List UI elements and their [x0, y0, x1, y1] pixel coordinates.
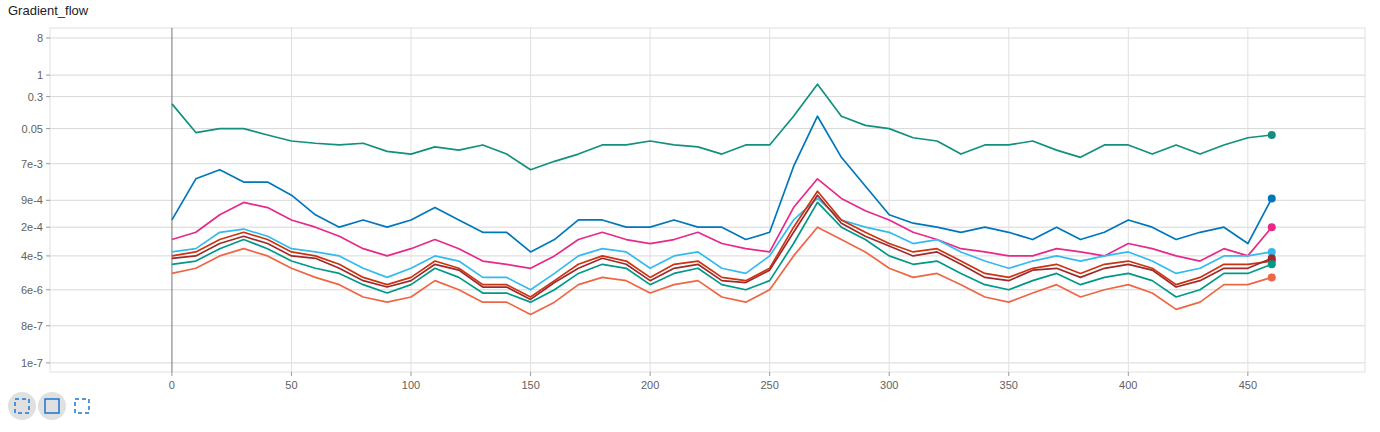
x-tick-label: 200: [641, 379, 659, 391]
y-tick-label: 7e-3: [21, 158, 43, 170]
toolbar-button-bg: [8, 392, 36, 420]
toolbar-button-bg: [38, 392, 66, 420]
y-grid-line: [50, 325, 1365, 326]
x-tick: [1247, 372, 1248, 376]
x-grid-line: [889, 28, 890, 372]
y-tick: [46, 37, 50, 38]
y-tick: [46, 128, 50, 129]
series-end-marker: [1268, 131, 1276, 139]
series-end-marker: [1268, 194, 1276, 202]
y-grid-line: [50, 255, 1365, 256]
y-tick: [46, 200, 50, 201]
x-tick: [889, 372, 890, 376]
x-tick: [411, 372, 412, 376]
x-tick-label: 0: [169, 379, 175, 391]
y-grid-line: [50, 289, 1365, 290]
y-tick-label: 4e-5: [21, 250, 43, 262]
toolbar-button[interactable]: [38, 392, 66, 420]
y-tick: [46, 96, 50, 97]
series-line: [172, 198, 1272, 289]
x-grid-line: [530, 28, 531, 372]
chart: Gradient_flow 8 1 0.3 0.05 7e-3 9e-4 2e-4 4e-5 6e…: [0, 0, 1380, 432]
x-tick-label: 150: [521, 379, 539, 391]
x-tick-label: 300: [880, 379, 898, 391]
x-tick: [769, 372, 770, 376]
y-tick-label: 8: [37, 32, 43, 44]
x-tick-label: 350: [1000, 379, 1018, 391]
y-tick-label: 8e-7: [21, 320, 43, 332]
series-end-marker: [1268, 223, 1276, 231]
x-tick: [1128, 372, 1129, 376]
y-tick: [46, 255, 50, 256]
x-tick: [530, 372, 531, 376]
y-tick-label: 1e-7: [21, 357, 43, 369]
y-tick-label: 9e-4: [21, 194, 43, 206]
plot-frame: [50, 28, 1365, 372]
x-tick-label: 50: [285, 379, 297, 391]
y-grid-line: [50, 200, 1365, 201]
y-tick: [46, 289, 50, 290]
toolbar-icon: [45, 399, 59, 413]
toolbar-icon: [75, 399, 89, 413]
x-grid-line: [171, 28, 172, 372]
y-tick: [46, 362, 50, 363]
y-tick-label: 2e-4: [21, 221, 43, 233]
x-tick: [650, 372, 651, 376]
toolbar-button-bg: [68, 392, 96, 420]
y-grid-line: [50, 96, 1365, 97]
x-tick-label: 250: [760, 379, 778, 391]
x-tick: [291, 372, 292, 376]
x-grid-line: [650, 28, 651, 372]
y-tick-label: 6e-6: [21, 284, 43, 296]
y-grid-line: [50, 37, 1365, 38]
y-tick: [46, 325, 50, 326]
toolbar-icon: [15, 399, 29, 413]
series-end-marker: [1268, 273, 1276, 281]
plot-area: [172, 84, 1276, 314]
x-tick: [1008, 372, 1009, 376]
x-tick-label: 100: [402, 379, 420, 391]
x-grid-line: [1008, 28, 1009, 372]
series-line: [172, 116, 1272, 252]
x-grid-line: [769, 28, 770, 372]
x-tick-label: 450: [1239, 379, 1257, 391]
x-tick-label: 400: [1119, 379, 1137, 391]
series-line: [172, 202, 1272, 302]
y-tick: [46, 75, 50, 76]
y-grid-line: [50, 75, 1365, 76]
toolbar-button[interactable]: [8, 392, 36, 420]
x-tick: [171, 372, 172, 376]
y-tick-label: 0.3: [28, 91, 43, 103]
series-line: [172, 227, 1272, 314]
y-tick-label: 1: [37, 69, 43, 81]
title: Gradient_flow: [8, 3, 89, 18]
y-tick: [46, 227, 50, 228]
y-tick: [46, 163, 50, 164]
series-line: [172, 84, 1272, 169]
y-grid-line: [50, 362, 1365, 363]
y-grid-line: [50, 163, 1365, 164]
series-end-marker: [1268, 260, 1276, 268]
x-grid-line: [411, 28, 412, 372]
y-tick-label: 0.05: [22, 123, 43, 135]
x-grid-line: [1247, 28, 1248, 372]
x-grid-line: [1128, 28, 1129, 372]
x-grid-line: [291, 28, 292, 372]
toolbar-button[interactable]: [68, 392, 96, 420]
